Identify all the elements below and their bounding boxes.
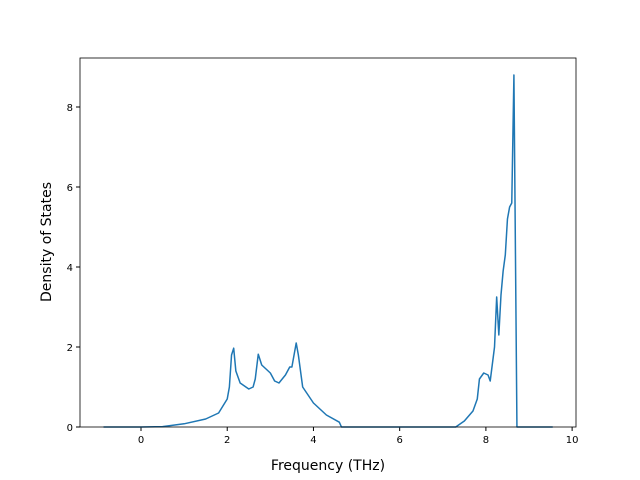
- x-tick-label: 0: [138, 435, 144, 446]
- line: [103, 74, 553, 428]
- y-tick-label: 4: [67, 263, 73, 274]
- x-tick-label: 4: [310, 435, 316, 446]
- y-tick-label: 8: [67, 103, 73, 114]
- x-tick-label: 2: [224, 435, 230, 446]
- x-axis-title: Frequency (THz): [271, 458, 385, 474]
- x-tick-label: 8: [483, 435, 489, 446]
- y-tick-label: 2: [67, 343, 73, 354]
- y-axis-title: Density of States: [39, 182, 55, 302]
- x-tick-label: 10: [566, 435, 579, 446]
- x-tick-label: 6: [396, 435, 402, 446]
- plot-frame: [79, 57, 577, 428]
- y-tick-label: 6: [67, 183, 73, 194]
- y-tick-label: 0: [67, 423, 73, 434]
